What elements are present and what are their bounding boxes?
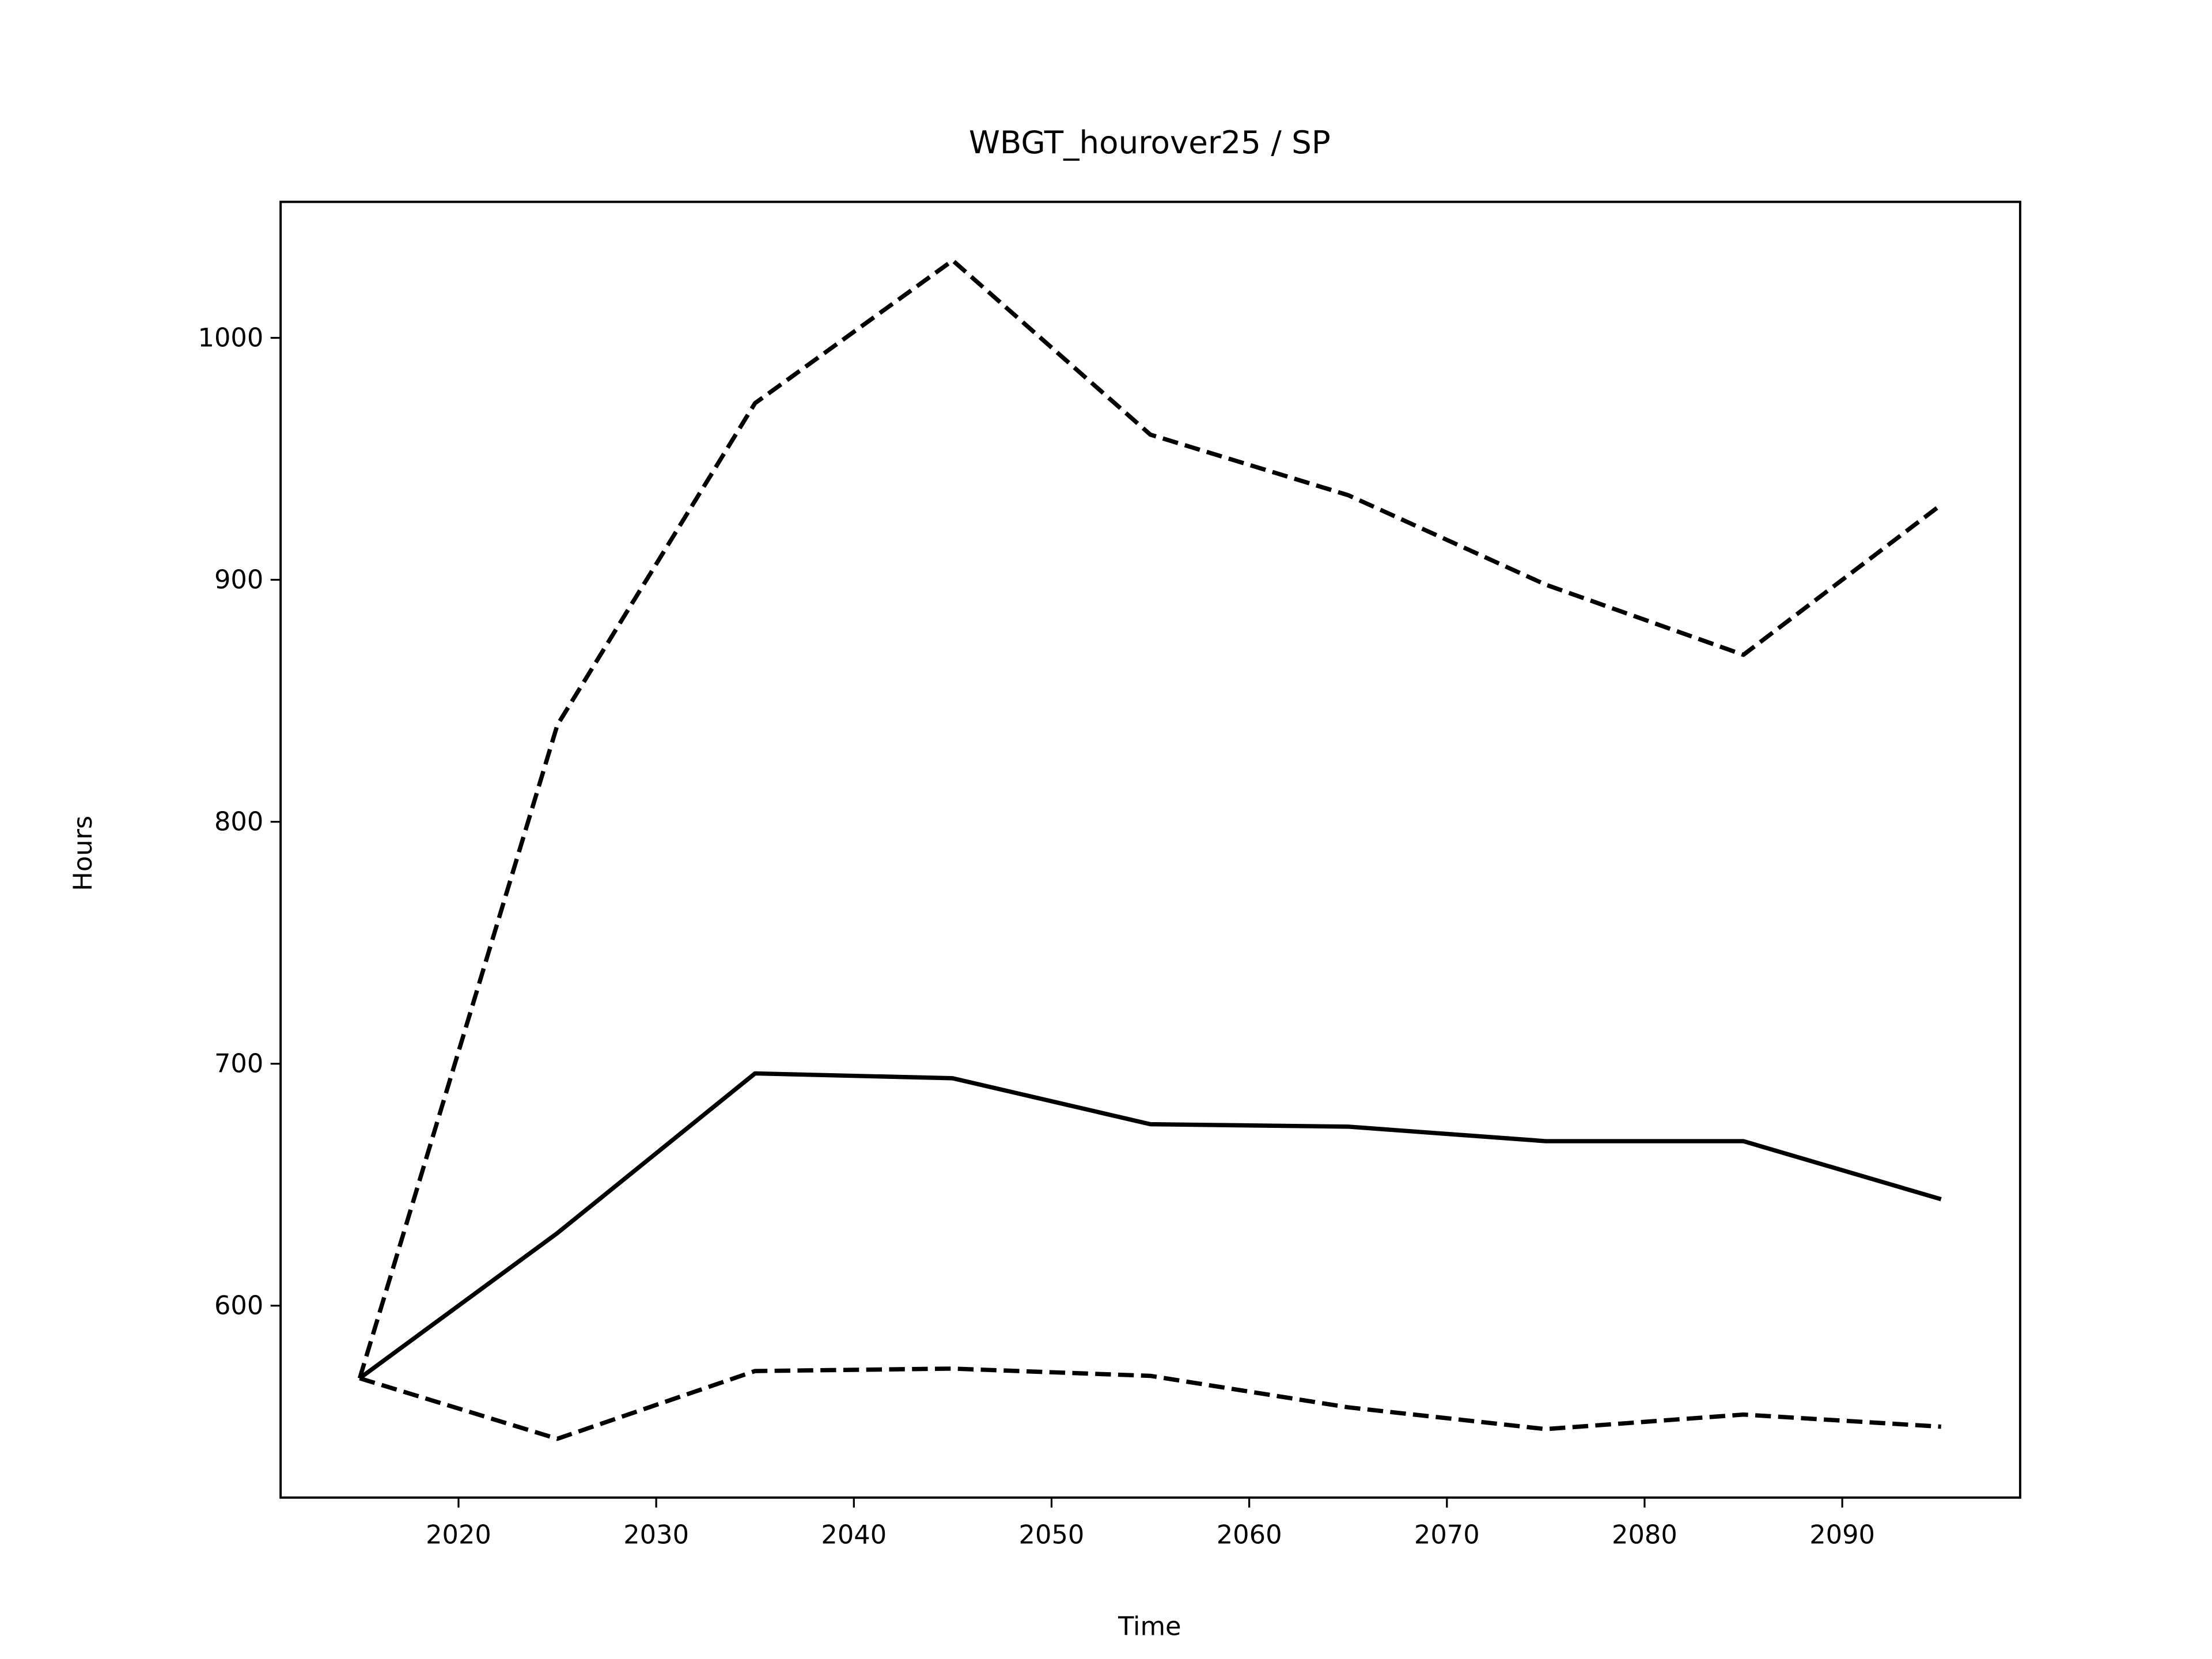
y-axis-label: Hours xyxy=(67,816,98,891)
x-tick-label: 2040 xyxy=(821,1519,887,1550)
plot-frame xyxy=(279,200,2021,1499)
x-tick-label: 2080 xyxy=(1612,1519,1677,1550)
x-tick-label: 2030 xyxy=(623,1519,689,1550)
x-tick-label: 2050 xyxy=(1019,1519,1085,1550)
series-line xyxy=(357,258,1942,1379)
series-line xyxy=(358,1071,1942,1380)
chart-title: WBGT_hourover25 / SP xyxy=(969,124,1331,161)
x-tick-label: 2090 xyxy=(1809,1519,1875,1550)
y-tick-label: 600 xyxy=(214,1290,263,1321)
y-tick-label: 800 xyxy=(214,806,263,837)
y-tick-label: 700 xyxy=(214,1048,263,1079)
x-axis-label: Time xyxy=(1118,1611,1181,1641)
y-tick-label: 1000 xyxy=(198,322,264,353)
x-tick-label: 2070 xyxy=(1414,1519,1480,1550)
x-tick-label: 2020 xyxy=(426,1519,491,1550)
x-tick-label: 2060 xyxy=(1217,1519,1282,1550)
y-tick-label: 900 xyxy=(214,564,263,594)
series-line xyxy=(359,1366,1941,1441)
